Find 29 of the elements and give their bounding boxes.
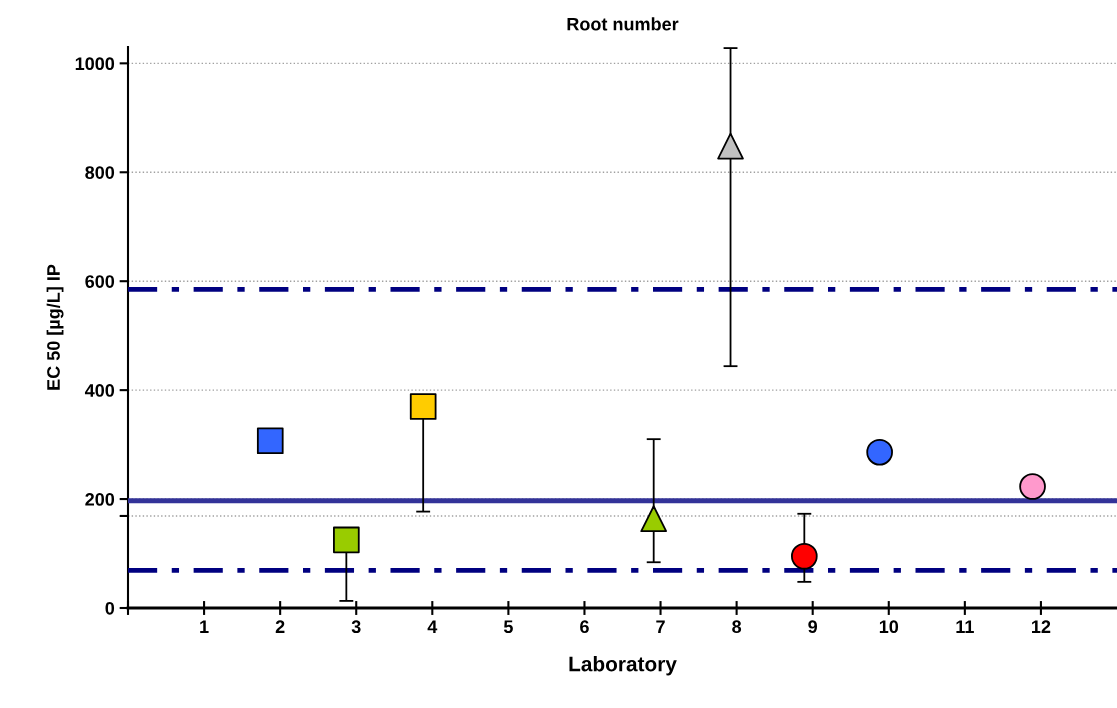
point — [640, 505, 668, 533]
point — [1019, 473, 1046, 500]
point — [256, 427, 284, 455]
point — [790, 542, 818, 570]
point — [866, 438, 893, 466]
y-tick-label: 0 — [105, 601, 115, 615]
y-tick-label: 800 — [85, 166, 115, 179]
x-tick-label: 11 — [956, 620, 974, 633]
chart-title: Root number — [567, 17, 679, 31]
y-tick-label: 1000 — [75, 57, 115, 71]
point — [333, 526, 360, 554]
x-axis-title: Laboratory — [569, 656, 677, 676]
x-tick-label: 6 — [580, 620, 589, 634]
y-tick-label: 200 — [85, 493, 115, 506]
x-tick-label: 3 — [351, 620, 361, 634]
x-tick-label: 4 — [427, 620, 438, 633]
x-tick-label: 1 — [200, 620, 209, 633]
x-tick-label: 8 — [732, 620, 742, 634]
point — [717, 132, 744, 160]
x-tick-label: 9 — [808, 620, 818, 634]
y-axis-title: EC 50 [µg/L] IP — [46, 264, 64, 390]
y-tick-label: 400 — [84, 384, 115, 397]
x-tick-label: 7 — [656, 620, 665, 633]
x-tick-label: 5 — [503, 620, 513, 634]
x-tick-label: 10 — [879, 620, 899, 634]
y-tick-label: 600 — [85, 275, 115, 288]
x-tick-label: 2 — [275, 620, 285, 633]
point — [409, 393, 437, 420]
x-tick-label: 12 — [1032, 620, 1051, 633]
